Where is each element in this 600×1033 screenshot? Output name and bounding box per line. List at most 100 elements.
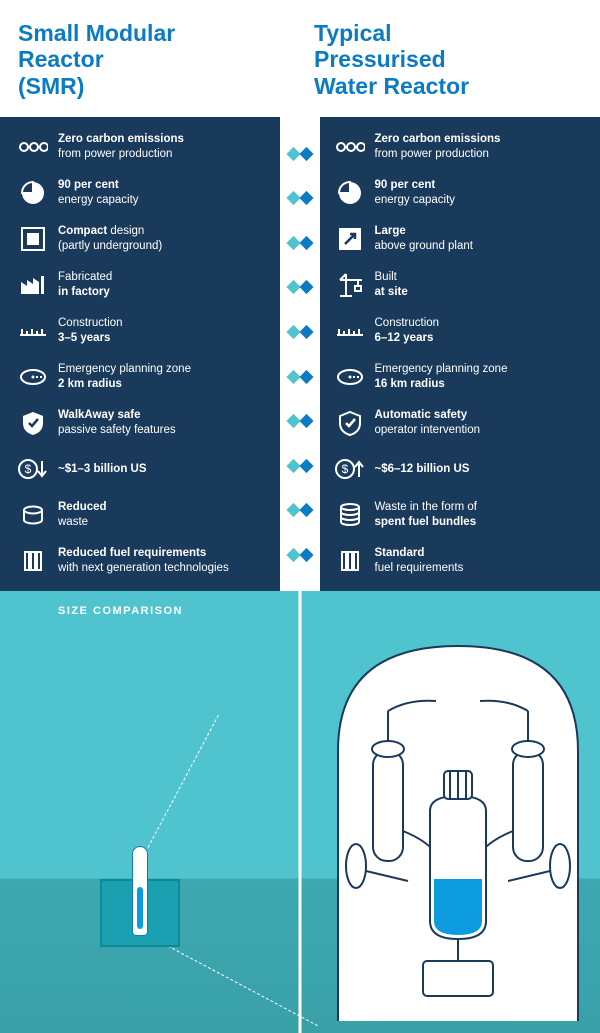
feature-row: Emergency planning zone2 km radius: [18, 359, 279, 395]
diamond-right-icon: [299, 459, 313, 473]
feature-row: WalkAway safepassive safety features: [18, 405, 279, 441]
feature-text: Fabricatedin factory: [58, 270, 112, 301]
cost-down-icon: $: [18, 454, 48, 484]
feature-row: 90 per centenergy capacity: [335, 175, 596, 211]
feature-row: Reducedwaste: [18, 497, 279, 533]
pwr-reactor-diagram: [318, 631, 598, 1031]
features-panel: Zero carbon emissionsfrom power producti…: [0, 117, 600, 591]
feature-text: ~$6–12 billion US: [375, 462, 470, 478]
size-comparison-label: SIZE COMPARISON: [58, 605, 183, 617]
feature-text: Waste in the form ofspent fuel bundles: [375, 500, 477, 531]
shield-ok-icon: [335, 408, 365, 438]
smr-reactor-icon: [132, 846, 148, 936]
feature-row: Standardfuel requirements: [335, 543, 596, 579]
svg-text:$: $: [341, 462, 348, 476]
feature-row: $ ~$6–12 billion US: [335, 451, 596, 487]
feature-row: Reduced fuel requirementswith next gener…: [18, 543, 279, 579]
feature-row: Largeabove ground plant: [335, 221, 596, 257]
infographic: Small Modular Reactor (SMR) Typical Pres…: [0, 0, 600, 1033]
feature-row: Zero carbon emissionsfrom power producti…: [335, 129, 596, 165]
diamond-right-icon: [299, 236, 313, 250]
smr-title-l2: Reactor: [18, 46, 104, 72]
diamond-right-icon: [299, 548, 313, 562]
feature-text: Construction6–12 years: [375, 316, 440, 347]
feature-row: Emergency planning zone16 km radius: [335, 359, 596, 395]
feature-text: Compact design(partly underground): [58, 224, 162, 255]
feature-text: Largeabove ground plant: [375, 224, 473, 255]
feature-row: Construction6–12 years: [335, 313, 596, 349]
feature-row: $ ~$1–3 billion US: [18, 451, 279, 487]
smr-title-l3: (SMR): [18, 73, 84, 99]
diamond-pair: [289, 505, 312, 515]
pwr-title-l2: Pressurised: [314, 46, 446, 72]
feature-row: Automatic safetyoperator intervention: [335, 405, 596, 441]
svg-text:$: $: [25, 462, 32, 476]
diamond-right-icon: [299, 280, 313, 294]
smr-feature-column: Zero carbon emissionsfrom power producti…: [18, 129, 279, 579]
waste-lg-icon: [335, 500, 365, 530]
pie-icon: [18, 178, 48, 208]
shield-icon: [18, 408, 48, 438]
diamond-right-icon: [299, 414, 313, 428]
feature-row: Construction3–5 years: [18, 313, 279, 349]
diamond-left-icon: [286, 414, 300, 428]
feature-text: Reduced fuel requirementswith next gener…: [58, 546, 229, 577]
diamond-pair: [289, 327, 312, 337]
feature-row: 90 per centenergy capacity: [18, 175, 279, 211]
diamond-left-icon: [286, 503, 300, 517]
size-comparison-divider: [299, 591, 302, 1033]
feature-text: Zero carbon emissionsfrom power producti…: [375, 132, 501, 163]
pwr-title-l1: Typical: [314, 20, 392, 46]
pwr-feature-column: Zero carbon emissionsfrom power producti…: [335, 129, 596, 579]
pie-icon: [335, 178, 365, 208]
feature-text: ~$1–3 billion US: [58, 462, 147, 478]
feature-text: WalkAway safepassive safety features: [58, 408, 176, 439]
waste-sm-icon: [18, 500, 48, 530]
ruler-icon: [18, 316, 48, 346]
diamond-pair: [289, 149, 312, 159]
smr-title-l1: Small Modular: [18, 20, 175, 46]
fuel-icon: [18, 546, 48, 576]
feature-text: Emergency planning zone2 km radius: [58, 362, 191, 393]
headers-row: Small Modular Reactor (SMR) Typical Pres…: [0, 0, 600, 117]
diamond-pair: [289, 550, 312, 560]
diamond-pair: [289, 461, 312, 471]
diamond-pair: [289, 372, 312, 382]
diamond-right-icon: [299, 147, 313, 161]
feature-text: Builtat site: [375, 270, 408, 301]
diamond-pair: [289, 238, 312, 248]
fuel-icon: [335, 546, 365, 576]
feature-row: Waste in the form ofspent fuel bundles: [335, 497, 596, 533]
diamond-right-icon: [299, 325, 313, 339]
compact-icon: [18, 224, 48, 254]
diamond-left-icon: [286, 280, 300, 294]
feature-row: Builtat site: [335, 267, 596, 303]
feature-text: Reducedwaste: [58, 500, 107, 531]
diamond-pair: [289, 193, 312, 203]
factory-icon: [18, 270, 48, 300]
feature-text: Standardfuel requirements: [375, 546, 464, 577]
feature-text: Emergency planning zone16 km radius: [375, 362, 508, 393]
diamond-right-icon: [299, 503, 313, 517]
diamond-right-icon: [299, 191, 313, 205]
size-comparison-section: SIZE COMPARISON: [0, 591, 600, 1033]
diamond-column: [289, 117, 312, 591]
expand-icon: [335, 224, 365, 254]
feature-text: Construction3–5 years: [58, 316, 123, 347]
zone-icon: [335, 362, 365, 392]
smr-title: Small Modular Reactor (SMR): [18, 20, 286, 99]
feature-text: Zero carbon emissionsfrom power producti…: [58, 132, 184, 163]
feature-text: Automatic safetyoperator intervention: [375, 408, 480, 439]
smr-projection-line: [148, 715, 219, 848]
ruler-icon: [335, 316, 365, 346]
feature-text: 90 per centenergy capacity: [58, 178, 139, 209]
diamond-pair: [289, 416, 312, 426]
feature-row: Fabricatedin factory: [18, 267, 279, 303]
smr-projection-line: [150, 936, 318, 1026]
feature-row: Zero carbon emissionsfrom power producti…: [18, 129, 279, 165]
zone-icon: [18, 362, 48, 392]
feature-row: Compact design(partly underground): [18, 221, 279, 257]
diamond-pair: [289, 282, 312, 292]
pwr-title-l3: Water Reactor: [314, 73, 469, 99]
molecule-icon: [335, 132, 365, 162]
